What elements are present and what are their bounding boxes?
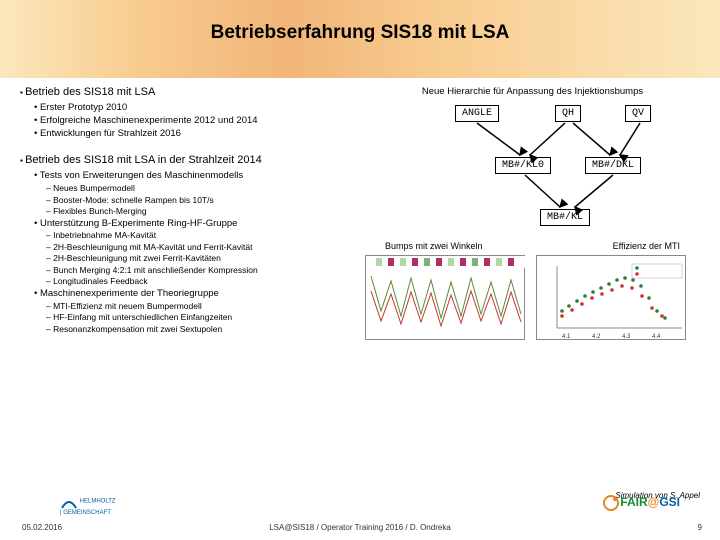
sub-bullet: 2H-Beschleunigung mit zwei Ferrit-Kavitä…	[46, 253, 350, 264]
bullet: Erfolgreiche Maschinenexperimente 2012 u…	[34, 115, 350, 128]
node-qh: QH	[555, 105, 581, 122]
section-2-heading: Betrieb des SIS18 mit LSA in der Strahlz…	[20, 154, 350, 166]
sub-bullet: MTI-Effizienz mit neuem Bumpermodell	[46, 301, 350, 312]
svg-text:4.2: 4.2	[592, 334, 601, 340]
right-column: Neue Hierarchie für Anpassung des Injekt…	[365, 86, 700, 235]
bullet: Maschinenexperimente der Theoriegruppe	[34, 288, 350, 301]
sub-bullet: Bunch Merging 4:2:1 mit anschließender K…	[46, 265, 350, 276]
svg-text:4.1: 4.1	[562, 334, 571, 340]
bumps-chart-svg	[366, 256, 526, 341]
node-mbkl: MB#/KL	[540, 209, 590, 226]
helmholtz-logo: HELMHOLTZ| GEMEINSCHAFT	[60, 492, 120, 512]
svg-text:4.4: 4.4	[652, 334, 661, 340]
bullet: Entwicklungen für Strahlzeit 2016	[34, 128, 350, 141]
svg-text:4.3: 4.3	[622, 334, 631, 340]
sub-bullet: Resonanzkompensation mit zwei Sextupolen	[46, 324, 350, 335]
bumps-chart	[365, 255, 525, 340]
page-title: Betriebserfahrung SIS18 mit LSA	[0, 22, 720, 44]
node-mbkl0: MB#/KL0	[495, 157, 551, 174]
sub-bullet: Neues Bumpermodell	[46, 183, 350, 194]
sub-bullet: HF-Einfang mit unterschiedlichen Einfang…	[46, 312, 350, 323]
sub-bullet: Booster-Mode: schnelle Rampen bis 10T/s	[46, 195, 350, 206]
sub-bullet: Flexibles Bunch-Merging	[46, 206, 350, 217]
node-mbdkl: MB#/DKL	[585, 157, 641, 174]
node-angle: ANGLE	[455, 105, 499, 122]
fair-ring-icon	[602, 494, 620, 512]
fair-gsi-logo: FAIR@GSI	[602, 494, 680, 512]
helmholtz-icon	[60, 492, 78, 510]
bullet: Tests von Erweiterungen des Maschinenmod…	[34, 170, 350, 183]
bullet: Erster Prototyp 2010	[34, 102, 350, 115]
bullet: Unterstützung B-Experimente Ring-HF-Grup…	[34, 218, 350, 231]
chart1-label: Bumps mit zwei Winkeln	[385, 241, 483, 251]
efficiency-chart-svg: 4.1 4.2 4.3 4.4	[537, 256, 687, 341]
chart-area: Bumps mit zwei Winkeln Effizienz der MTI	[365, 241, 700, 343]
node-qv: QV	[625, 105, 651, 122]
efficiency-chart: 4.1 4.2 4.3 4.4	[536, 255, 686, 340]
left-column: Betrieb des SIS18 mit LSA Erster Prototy…	[20, 86, 350, 335]
sub-bullet: 2H-Beschleunigung mit MA-Kavität und Fer…	[46, 242, 350, 253]
footer-page-number: 9	[698, 523, 702, 532]
hierarchy-diagram: ANGLE QH QV MB#/KL0 MB#/DKL MB#/KL	[365, 105, 700, 235]
sub-bullet: Longitudinales Feedback	[46, 276, 350, 287]
section-1-heading: Betrieb des SIS18 mit LSA	[20, 86, 350, 98]
sub-bullet: Inbetriebnahme MA-Kavität	[46, 230, 350, 241]
footer-center: LSA@SIS18 / Operator Training 2016 / D. …	[0, 523, 720, 532]
chart2-label: Effizienz der MTI	[613, 241, 680, 251]
hierarchy-title: Neue Hierarchie für Anpassung des Injekt…	[365, 86, 700, 97]
